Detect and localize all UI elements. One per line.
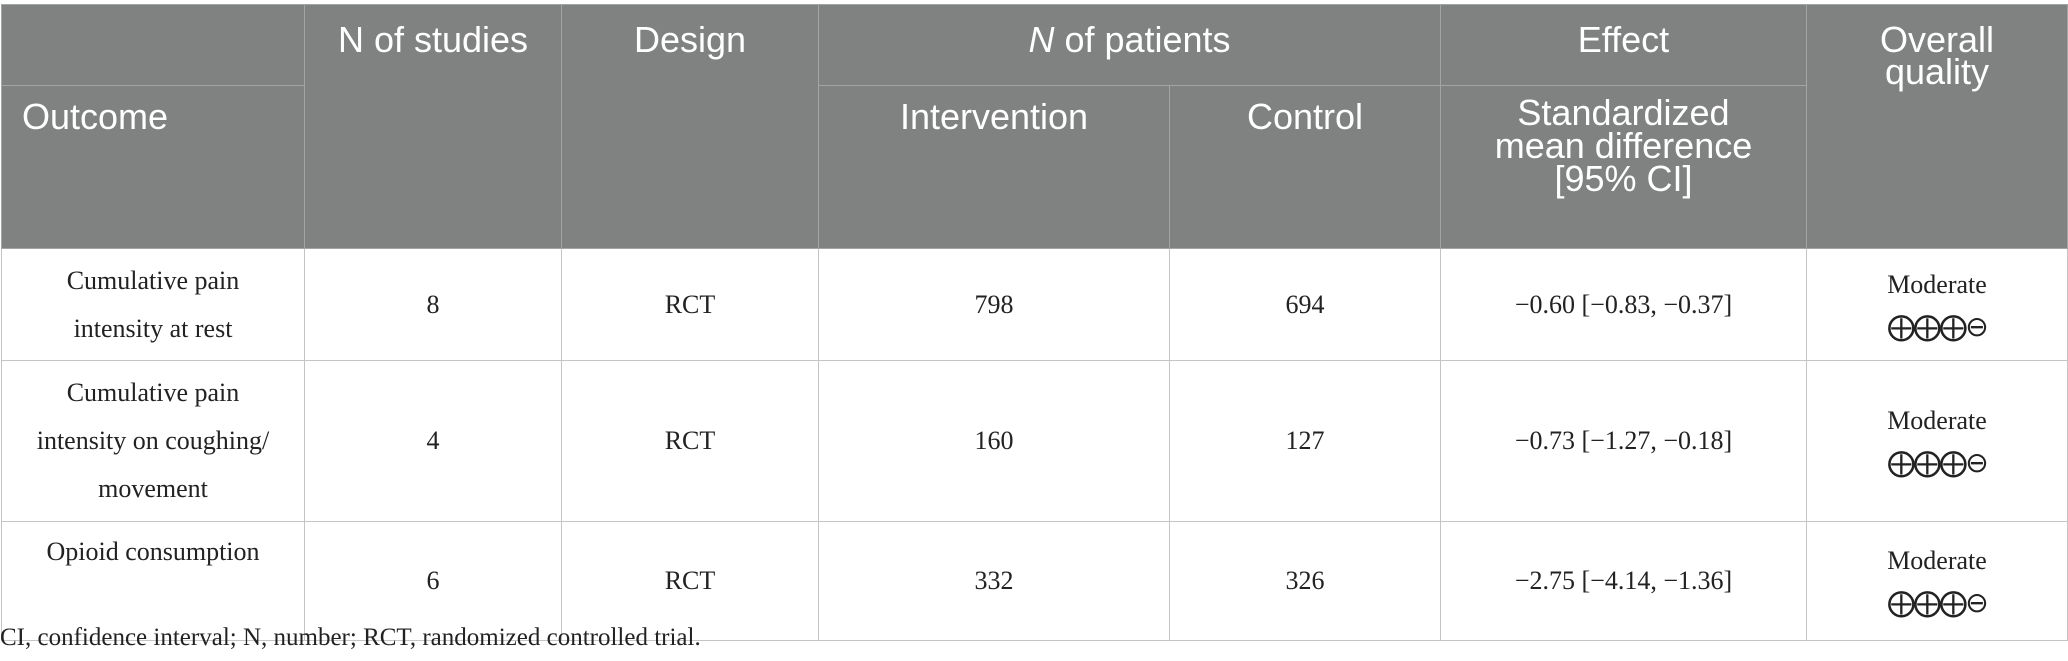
header-n-studies: N of studies <box>304 4 562 249</box>
header-n-patients-rest: of patients <box>1054 19 1231 60</box>
cell-design: RCT <box>561 360 819 522</box>
outcome-line: Cumulative pain <box>66 378 240 407</box>
outcome-line: Opioid consumption <box>46 537 260 566</box>
grade-certainty-icon: ⨁⨁⨁⊖ <box>1887 446 1988 479</box>
cell-outcome: Cumulative pain intensity on coughing/ m… <box>1 360 305 522</box>
outcome-header-spacer <box>1 4 305 86</box>
table-body: Cumulative pain intensity at rest 8 RCT … <box>1 248 2068 641</box>
cell-n-studies: 8 <box>304 248 562 361</box>
header-quality-line1: Overall <box>1879 19 1995 60</box>
cell-effect: −2.75 [−4.14, −1.36] <box>1440 521 1807 641</box>
header-control: Control <box>1169 85 1441 249</box>
cell-outcome: Opioid consumption <box>1 521 305 641</box>
grade-certainty-icon: ⨁⨁⨁⊖ <box>1887 309 1988 343</box>
header-smd: Standardized mean difference [95% CI] <box>1440 85 1807 249</box>
cell-n-studies: 4 <box>304 360 562 522</box>
header-smd-line3: [95% CI] <box>1554 158 1693 199</box>
cell-quality: Moderate ⨁⨁⨁⊖ <box>1806 521 2068 641</box>
header-smd-line2: mean difference <box>1494 125 1753 166</box>
table-row: Opioid consumption 6 RCT 332 326 −2.75 [… <box>1 521 2068 641</box>
cell-control: 326 <box>1169 521 1441 641</box>
cell-design: RCT <box>561 248 819 361</box>
grade-evidence-table: N of studies Design N of patients Effect… <box>1 4 2068 641</box>
cell-quality: Moderate ⨁⨁⨁⊖ <box>1806 248 2068 361</box>
header-outcome-label: Outcome <box>22 96 169 137</box>
header-n-patients-italic: N <box>1028 19 1055 60</box>
cell-control: 127 <box>1169 360 1441 522</box>
cell-control: 694 <box>1169 248 1441 361</box>
outcome-line: movement <box>98 474 208 503</box>
header-n-patients: N of patients <box>818 4 1441 86</box>
table-header: N of studies Design N of patients Effect… <box>1 4 2068 249</box>
cell-intervention: 332 <box>818 521 1170 641</box>
quality-label: Moderate <box>1887 406 1987 435</box>
outcome-line: Cumulative pain <box>66 265 240 295</box>
header-outcome: Outcome <box>1 85 305 249</box>
cell-quality: Moderate ⨁⨁⨁⊖ <box>1806 360 2068 522</box>
outcome-line: intensity at rest <box>73 313 233 343</box>
header-design: Design <box>561 4 819 249</box>
cell-effect: −0.60 [−0.83, −0.37] <box>1440 248 1807 361</box>
header-smd-line1: Standardized <box>1517 92 1730 133</box>
quality-label: Moderate <box>1887 269 1987 299</box>
table-row: Cumulative pain intensity at rest 8 RCT … <box>1 248 2068 361</box>
grade-certainty-icon: ⨁⨁⨁⊖ <box>1887 586 1988 619</box>
cell-outcome: Cumulative pain intensity at rest <box>1 248 305 361</box>
header-overall-quality: Overall quality <box>1806 4 2068 249</box>
quality-label: Moderate <box>1887 546 1987 575</box>
cell-intervention: 160 <box>818 360 1170 522</box>
header-effect: Effect <box>1440 4 1807 86</box>
outcome-line: intensity on coughing/ <box>36 426 270 455</box>
table-footnote: CI, confidence interval; N, number; RCT,… <box>0 624 701 651</box>
cell-n-studies: 6 <box>304 521 562 641</box>
table-row: Cumulative pain intensity on coughing/ m… <box>1 360 2068 522</box>
cell-effect: −0.73 [−1.27, −0.18] <box>1440 360 1807 522</box>
cell-design: RCT <box>561 521 819 641</box>
header-intervention: Intervention <box>818 85 1170 249</box>
cell-intervention: 798 <box>818 248 1170 361</box>
header-quality-line2: quality <box>1884 51 1990 92</box>
